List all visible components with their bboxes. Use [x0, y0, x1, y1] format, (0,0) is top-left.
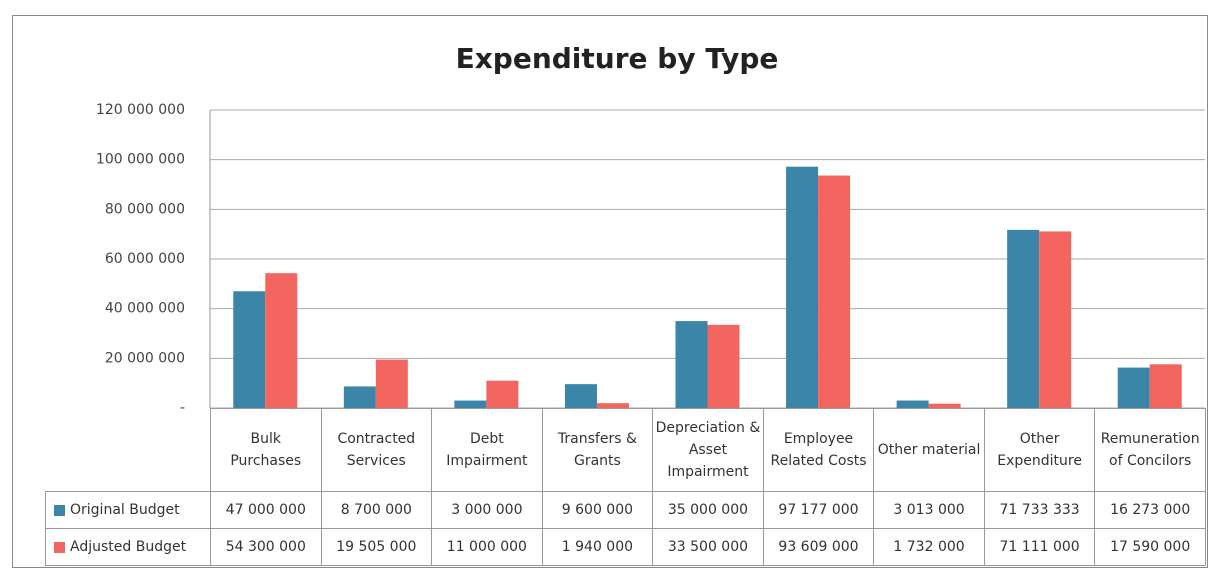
data-label: 35 000 000	[652, 491, 764, 529]
x-tick-label: Contracted Services	[320, 408, 433, 492]
data-label: 19 505 000	[320, 528, 433, 566]
y-tick-label: -	[180, 400, 185, 416]
data-label: 93 609 000	[762, 528, 875, 566]
bar	[486, 380, 519, 408]
y-tick-label: 100 000 000	[96, 152, 185, 168]
bar	[265, 273, 298, 408]
data-label: 1 940 000	[541, 528, 654, 566]
data-label: 8 700 000	[320, 491, 433, 529]
data-label: 54 300 000	[210, 528, 322, 566]
data-table: Bulk Purchases Contracted Services Debt Im…	[45, 408, 1206, 566]
x-tick-label: Remuneration of Concilors	[1094, 408, 1206, 492]
data-label: 71 111 000	[983, 528, 1096, 566]
legend-key	[54, 541, 65, 553]
bar	[1039, 231, 1072, 408]
bar	[564, 384, 597, 408]
bar	[596, 403, 629, 408]
data-label: 11 000 000	[431, 528, 543, 566]
x-tick-label: Depreciation & Asset Impairment	[652, 408, 764, 492]
data-label: 47 000 000	[210, 491, 322, 529]
series-row: Adjusted Budget 54 300 000 19 505 000 11 00…	[45, 528, 1206, 566]
y-tick-label: 60 000 000	[105, 251, 185, 267]
x-tick-label: Other material	[873, 408, 985, 492]
legend-key	[54, 504, 65, 516]
bar	[896, 400, 929, 408]
bar	[375, 359, 408, 408]
legend-entry: Adjusted Budget	[45, 528, 211, 566]
bar	[675, 321, 708, 408]
data-label: 97 177 000	[762, 491, 875, 529]
bar	[928, 403, 961, 408]
y-tick-label: 20 000 000	[105, 350, 185, 366]
y-tick-label: 80 000 000	[105, 201, 185, 217]
data-label: 17 590 000	[1094, 528, 1206, 566]
data-label: 3 000 000	[431, 491, 543, 529]
y-tick-label: 120 000 000	[96, 102, 185, 118]
x-tick-label: Other Expenditure	[983, 408, 1096, 492]
chart-title: Expenditure by Type	[456, 42, 779, 75]
data-label: 16 273 000	[1094, 491, 1206, 529]
corner	[45, 408, 211, 492]
chart-frame	[12, 15, 1208, 568]
bar	[343, 386, 376, 408]
legend-entry: Original Budget	[45, 491, 211, 529]
bar	[1149, 364, 1182, 408]
x-tick-label: Employee Related Costs	[762, 408, 875, 492]
bar	[818, 175, 851, 408]
x-tick-label: Transfers & Grants	[541, 408, 654, 492]
x-tick-label: Bulk Purchases	[210, 408, 322, 492]
bar	[233, 291, 266, 408]
bar	[454, 400, 487, 408]
data-label: 33 500 000	[652, 528, 764, 566]
legend-label: Original Budget	[70, 502, 180, 518]
bar	[786, 166, 819, 408]
header-row: Bulk Purchases Contracted Services Debt Im…	[45, 408, 1206, 492]
legend-label: Adjusted Budget	[70, 539, 187, 555]
bar	[1007, 229, 1040, 408]
bar	[707, 324, 740, 408]
data-label: 1 732 000	[873, 528, 985, 566]
data-label: 71 733 333	[983, 491, 1096, 529]
x-tick-label: Debt Impairment	[431, 408, 543, 492]
data-label: 9 600 000	[541, 491, 654, 529]
bar	[1117, 367, 1150, 408]
series-row: Original Budget 47 000 000 8 700 000 3 000 …	[45, 491, 1206, 529]
y-tick-label: 40 000 000	[105, 301, 185, 317]
data-label: 3 013 000	[873, 491, 985, 529]
